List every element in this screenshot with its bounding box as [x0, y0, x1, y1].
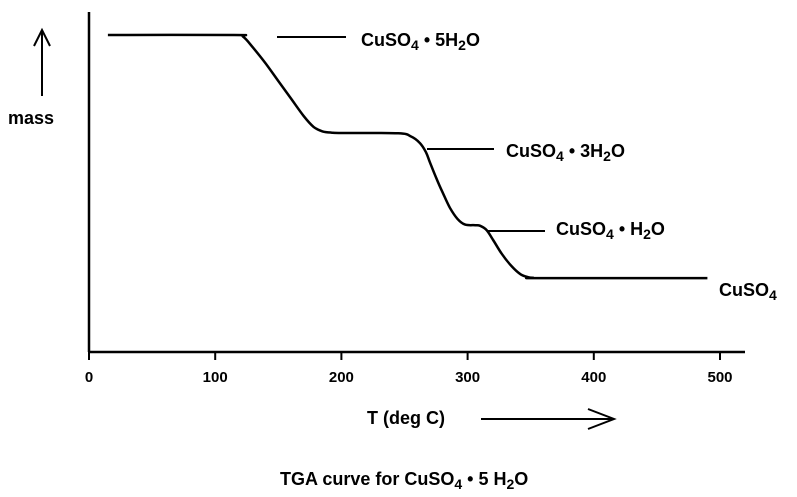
- annotation-label: CuSO4 • 5H2O: [361, 30, 480, 53]
- x-axis-label: T (deg C): [367, 408, 445, 428]
- y-axis-up-arrow-head: [33, 27, 51, 47]
- x-tick-label: 200: [329, 369, 354, 386]
- tga-mass-curve: [107, 33, 708, 280]
- x-tick-label: 300: [455, 369, 480, 386]
- chart-series: [107, 33, 708, 280]
- x-axis-right-arrow-head: [587, 408, 617, 430]
- annotation-label: CuSO4 • 3H2O: [506, 141, 625, 164]
- chart-axes: [87, 12, 745, 354]
- x-ticks: 0 100 200 300 400 500: [85, 352, 733, 386]
- chart-title: TGA curve for CuSO4 • 5 H2O: [280, 469, 528, 492]
- y-axis-label-group: mass: [8, 27, 54, 128]
- x-tick-label: 400: [581, 369, 606, 386]
- annotation-label: CuSO4: [719, 280, 777, 303]
- annotations: CuSO4 • 5H2O CuSO4 • 3H2O CuSO4 • H2O CuSO4: [277, 30, 777, 303]
- annotation-label: CuSO4 • H2O: [556, 219, 665, 242]
- x-tick-label: 500: [707, 369, 732, 386]
- x-tick-label: 0: [85, 369, 93, 386]
- y-axis-label: mass: [8, 108, 54, 128]
- x-axis-label-group: T (deg C): [367, 408, 617, 430]
- x-tick-label: 100: [203, 369, 228, 386]
